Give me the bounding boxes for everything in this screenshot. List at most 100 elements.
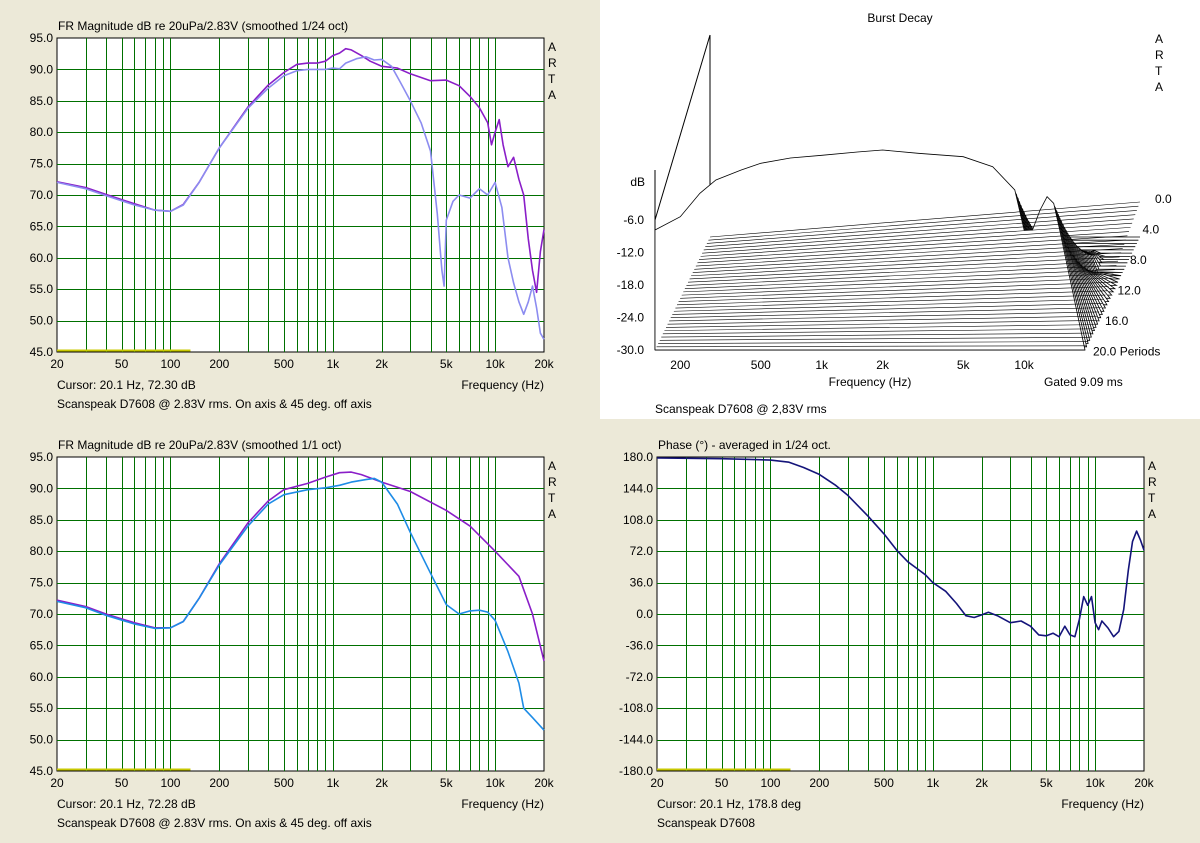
series-line [56,477,545,731]
y-tick-label: 50.0 [30,314,54,328]
fr-magnitude-1-24-oct-chart: 95.0 90.0 85.0 80.0 75.0 70.0 65.0 60.0 55.0 50.0… [30,19,557,411]
x-tick-label: 20 [50,357,64,371]
x-tick-label: 5k [440,776,454,790]
chart-title: Phase (°) - averaged in 1/24 oct. [658,438,831,452]
floor-line [672,303,1103,315]
y-tick-label: 50.0 [30,733,54,747]
floor-line [662,328,1093,335]
x-tick-label: 20k [1134,776,1154,790]
y-tick-label: 85.0 [30,94,54,108]
x-tick-label: 2k [876,358,890,372]
floor-lines [655,201,1141,351]
y-tick-label: 60.0 [30,670,54,684]
x-tick-label: 10k [485,357,505,371]
grid [57,38,544,352]
x-tick-label: 200 [809,776,829,790]
phase-panel: 180.0 144.0 108.0 72.0 36.0 0.0 -36.0 -72.0 -108… [600,419,1200,838]
brand-letter: R [1155,48,1164,62]
floor-line [692,248,1123,273]
grid [657,457,1144,771]
x-axis-label: Frequency (Hz) [461,378,544,392]
brand-letter: A [548,507,556,521]
x-tick-label: 20k [534,776,554,790]
floor-line [695,239,1126,267]
y-tick-label: 65.0 [30,219,54,233]
x-tick-label: 2k [975,776,989,790]
x-tick-label: 500 [751,358,771,372]
floor-line [656,345,1087,348]
y-tick-label: 70.0 [30,607,54,621]
y-tick-label: 75.0 [30,576,54,590]
x-tick-label: 5k [1040,776,1054,790]
floor-line [694,243,1125,270]
floor-line [664,324,1095,331]
y-tick-label: 108.0 [623,513,653,527]
y-tick-label: 144.0 [623,481,653,495]
floor-line [675,294,1106,309]
brand-letter: R [548,56,557,70]
x-tick-label: 5k [440,357,454,371]
y-tick-label: 85.0 [30,513,54,527]
brand-letter: A [1148,507,1156,521]
x-tick-label: 200 [670,358,690,372]
floor-line [658,341,1089,344]
x-tick-label: 100 [160,357,180,371]
y-tick-label: -36.0 [626,638,654,652]
floor-line [683,273,1114,293]
y-tick-label: 0.0 [636,607,653,621]
floor-line [680,282,1111,299]
y-tick-label: 45.0 [30,345,54,359]
x-tick-label: 50 [115,357,129,371]
x-tick-label: 500 [274,776,294,790]
y-tick-label: 90.0 [30,62,54,76]
brand-letter: A [1155,80,1163,94]
depth-tick-label: 16.0 [1105,314,1129,328]
floor-line [702,222,1133,254]
brand-letter: A [1148,459,1156,473]
brand-letter: A [548,40,556,54]
x-axis-label: Frequency (Hz) [1061,797,1144,811]
chart-caption: Scanspeak D7608 @ 2.83V rms. On axis & 4… [57,397,372,411]
floor-line [667,315,1098,325]
chart-title: FR Magnitude dB re 20uPa/2.83V (smoothed… [58,438,342,452]
x-tick-label: 2k [375,357,389,371]
x-tick-label: 500 [274,357,294,371]
y-tick-label: -72.0 [626,670,654,684]
x-tick-label: 5k [957,358,971,372]
chart-caption: Scanspeak D7608 [657,816,755,830]
cursor-readout: Cursor: 20.1 Hz, 72.30 dB [57,378,196,392]
floor-line [687,260,1119,283]
x-tick-label: 10k [1085,776,1105,790]
y-tick-label: 55.0 [30,701,54,715]
series-line [56,56,545,340]
depth-tick-label: 20.0 Periods [1093,345,1160,359]
floor-line [676,290,1108,306]
x-axis-label: Frequency (Hz) [461,797,544,811]
x-tick-label: 50 [115,776,129,790]
cursor-readout: Cursor: 20.1 Hz, 72.28 dB [57,797,196,811]
z-axis-label: dB [630,175,645,189]
x-tick-label: 20 [50,776,64,790]
brand-letter: T [1148,491,1156,505]
z-tick-label: -12.0 [617,246,645,260]
y-tick-label: 180.0 [623,450,653,464]
floor-line [689,256,1120,280]
brand-letter: T [1155,64,1163,78]
y-tick-label: -180.0 [619,764,653,778]
floor-line [697,235,1128,264]
x-tick-label: 200 [209,776,229,790]
y-tick-label: 36.0 [630,576,654,590]
phase-chart: 180.0 144.0 108.0 72.0 36.0 0.0 -36.0 -72.0 -108… [619,438,1157,830]
x-tick-label: 100 [160,776,180,790]
y-tick-label: -144.0 [619,733,653,747]
chart-title: FR Magnitude dB re 20uPa/2.83V (smoothed… [58,19,348,33]
floor-line [678,286,1109,302]
floor-line [700,227,1131,257]
floor-line [670,307,1101,319]
floor-line [681,277,1112,296]
floor-line [661,332,1092,338]
floor-line [684,269,1115,289]
floor-line [665,320,1097,328]
x-tick-label: 10k [1014,358,1034,372]
